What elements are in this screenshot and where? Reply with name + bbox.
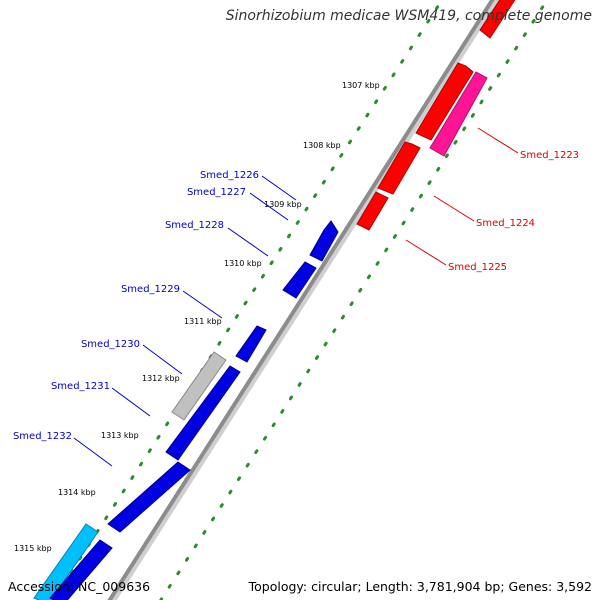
tick-label-1311: 1311 kbp bbox=[184, 317, 222, 326]
gene-smed-1228[interactable] bbox=[235, 325, 267, 363]
gene-label-smed-1231[interactable]: Smed_1231 bbox=[51, 381, 110, 392]
gene-smed-1222[interactable] bbox=[479, 0, 518, 39]
leader-smed-1226 bbox=[261, 175, 297, 201]
leader-smed-1229 bbox=[182, 290, 223, 319]
gene-label-smed-1226[interactable]: Smed_1226 bbox=[200, 170, 259, 181]
tick-label-1315: 1315 kbp bbox=[14, 544, 52, 553]
leader-smed-1232 bbox=[73, 437, 113, 467]
leader-smed-1228 bbox=[227, 227, 269, 257]
tick-track-inner bbox=[51, 0, 444, 600]
leader-smed-1224 bbox=[433, 195, 475, 222]
gene-label-smed-1225[interactable]: Smed_1225 bbox=[448, 262, 507, 273]
tick-label-1310: 1310 kbp bbox=[224, 259, 262, 268]
backbone bbox=[107, 0, 495, 600]
gene-label-smed-1229[interactable]: Smed_1229 bbox=[121, 284, 180, 295]
accession-text: Accession: NC_009636 bbox=[8, 579, 151, 594]
tick-label-1314: 1314 kbp bbox=[58, 488, 96, 497]
leader-smed-1223 bbox=[477, 127, 519, 154]
tick-track-outer bbox=[159, 0, 549, 600]
gene-smed-1231[interactable] bbox=[107, 461, 191, 533]
gene-smed-1224-a[interactable] bbox=[415, 62, 474, 141]
map-title: Sinorhizobium medicae WSM419, complete g… bbox=[225, 8, 592, 24]
gene-label-smed-1224[interactable]: Smed_1224 bbox=[476, 218, 535, 229]
tick-label-1312: 1312 kbp bbox=[142, 374, 180, 383]
gene-smed-1232-cyan[interactable] bbox=[33, 523, 99, 600]
gene-label-smed-1228[interactable]: Smed_1228 bbox=[165, 220, 224, 231]
gene-smed-1229[interactable] bbox=[171, 351, 227, 421]
tick-label-1309: 1309 kbp bbox=[264, 200, 302, 209]
gene-smed-1223[interactable] bbox=[429, 71, 488, 157]
genome-summary-text: Topology: circular; Length: 3,781,904 bp… bbox=[248, 579, 592, 594]
gene-label-smed-1230[interactable]: Smed_1230 bbox=[81, 339, 140, 350]
gene-smed-1224-b[interactable] bbox=[377, 141, 421, 195]
gene-label-smed-1227[interactable]: Smed_1227 bbox=[187, 187, 246, 198]
backbone-shadow bbox=[108, 0, 500, 600]
gene-smed-1226[interactable] bbox=[309, 220, 339, 262]
leader-smed-1225 bbox=[405, 239, 447, 266]
tick-label-1308: 1308 kbp bbox=[303, 141, 341, 150]
leader-smed-1230 bbox=[142, 344, 183, 375]
gene-smed-1225[interactable] bbox=[356, 191, 389, 231]
gene-smed-1232-blue[interactable] bbox=[49, 539, 113, 600]
tick-label-1307: 1307 kbp bbox=[342, 81, 380, 90]
tick-label-1313: 1313 kbp bbox=[101, 431, 139, 440]
gene-smed-1230[interactable] bbox=[165, 365, 241, 461]
gene-smed-1227[interactable] bbox=[282, 261, 317, 299]
leader-smed-1231 bbox=[111, 387, 151, 417]
gene-label-smed-1223[interactable]: Smed_1223 bbox=[520, 150, 579, 161]
gene-label-smed-1232[interactable]: Smed_1232 bbox=[13, 431, 72, 442]
leader-smed-1227 bbox=[249, 192, 289, 221]
